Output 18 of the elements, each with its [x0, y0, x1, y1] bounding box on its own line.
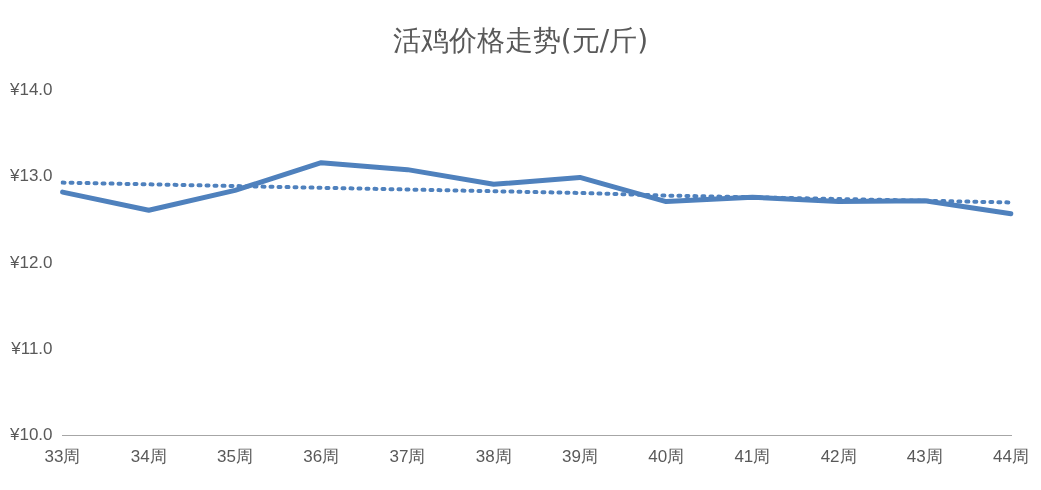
x-tick-label: 34周: [130, 447, 167, 467]
x-tick-label: 44周: [993, 447, 1030, 467]
y-tick-label: ¥11.0: [10, 338, 53, 358]
x-tick-label: 36周: [303, 447, 340, 467]
chart-title: 活鸡价格走势(元/斤): [391, 23, 650, 59]
y-tick-label: ¥10.0: [8, 425, 53, 445]
x-tick-label: 41周: [734, 447, 771, 467]
x-tick-label: 39周: [561, 447, 598, 467]
y-tick-label: ¥13.0: [8, 166, 53, 186]
x-tick-label: 33周: [44, 447, 81, 467]
x-tick-label: 42周: [820, 447, 857, 467]
y-tick-label: ¥14.0: [8, 79, 53, 99]
x-tick-label: 43周: [906, 447, 943, 467]
x-tick-label: 38周: [475, 447, 512, 467]
x-tick-label: 35周: [217, 447, 253, 467]
x-tick-label: 37周: [389, 447, 426, 467]
x-tick-label: 40周: [648, 447, 685, 467]
y-tick-label: ¥12.0: [8, 252, 53, 272]
